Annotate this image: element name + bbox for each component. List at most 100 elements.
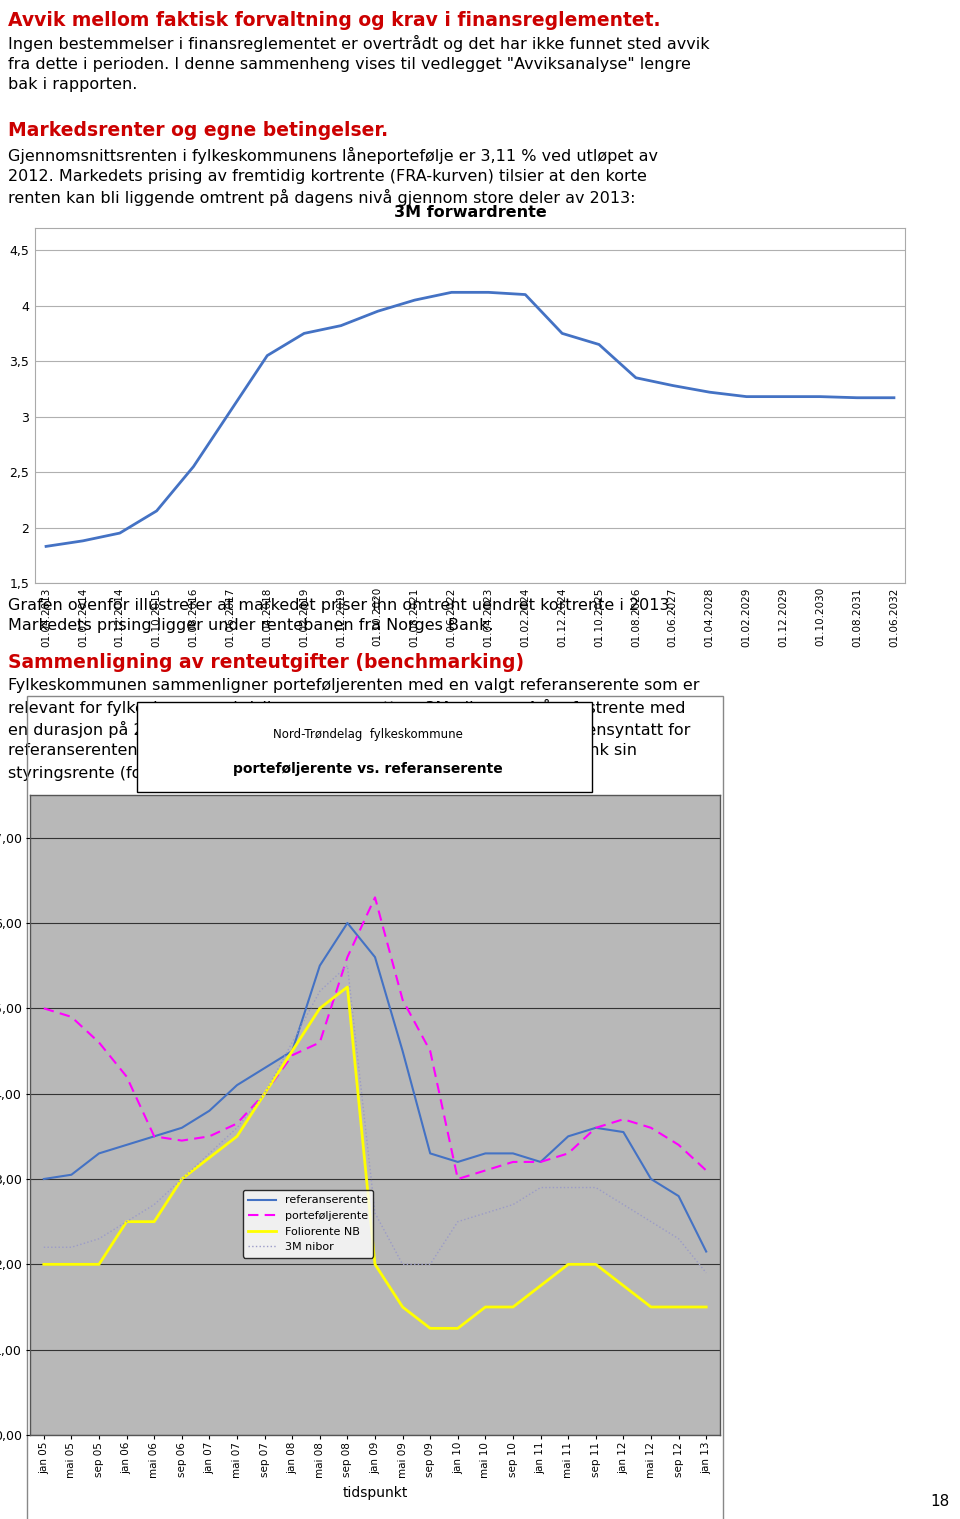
3M nibor (231, 1118, 243, 1136)
referanserente (563, 1127, 574, 1145)
porteføljerente (590, 1118, 602, 1136)
3M nibor (65, 1238, 77, 1256)
Foliorente NB (370, 1255, 381, 1273)
Line: referanserente: referanserente (44, 924, 707, 1252)
referanserente (65, 1165, 77, 1183)
Line: porteføljerente: porteføljerente (44, 898, 707, 1179)
referanserente (424, 1144, 436, 1162)
Foliorente NB (424, 1318, 436, 1337)
3M nibor (396, 1255, 408, 1273)
porteføljerente (370, 889, 381, 907)
Foliorente NB (563, 1255, 574, 1273)
3M nibor (259, 1085, 271, 1103)
porteføljerente (673, 1136, 684, 1154)
porteføljerente (149, 1127, 160, 1145)
Line: Foliorente NB: Foliorente NB (44, 987, 707, 1328)
Foliorente NB (286, 1042, 298, 1060)
3M nibor (93, 1229, 105, 1247)
Text: Fylkeskommunen sammenligner porteføljerenten med en valgt referanserente som er
: Fylkeskommunen sammenligner porteføljere… (8, 677, 700, 781)
3M nibor (701, 1264, 712, 1282)
Text: Nord-Trøndelag  fylkeskommune: Nord-Trøndelag fylkeskommune (274, 728, 463, 741)
Foliorente NB (701, 1297, 712, 1315)
Foliorente NB (590, 1255, 602, 1273)
Text: Grafen ovenfor illustrerer at markedet priser inn omtrent uendret kortrente i 20: Grafen ovenfor illustrerer at markedet p… (8, 598, 675, 633)
Text: Markedsrenter og egne betingelser.: Markedsrenter og egne betingelser. (8, 122, 388, 140)
porteføljerente (121, 1068, 132, 1086)
referanserente (507, 1144, 518, 1162)
3M nibor (149, 1195, 160, 1214)
Line: 3M nibor: 3M nibor (44, 966, 707, 1273)
3M nibor (563, 1179, 574, 1197)
Text: 18: 18 (931, 1493, 950, 1508)
Text: Ingen bestemmelser i finansreglementet er overtrådt og det har ikke funnet sted : Ingen bestemmelser i finansreglementet e… (8, 35, 709, 91)
Foliorente NB (645, 1297, 657, 1315)
porteføljerente (424, 1042, 436, 1060)
Foliorente NB (149, 1212, 160, 1230)
Foliorente NB (176, 1170, 187, 1188)
referanserente (701, 1243, 712, 1261)
3M nibor (673, 1229, 684, 1247)
Foliorente NB (480, 1297, 492, 1315)
referanserente (231, 1075, 243, 1094)
3M nibor (645, 1212, 657, 1230)
porteføljerente (563, 1144, 574, 1162)
porteføljerente (204, 1127, 215, 1145)
porteføljerente (314, 1033, 325, 1051)
porteføljerente (176, 1132, 187, 1150)
referanserente (121, 1136, 132, 1154)
porteføljerente (480, 1162, 492, 1180)
porteføljerente (38, 1000, 50, 1018)
referanserente (314, 957, 325, 975)
Foliorente NB (452, 1318, 464, 1337)
referanserente (480, 1144, 492, 1162)
3M nibor (286, 1033, 298, 1051)
Foliorente NB (673, 1297, 684, 1315)
Foliorente NB (617, 1276, 629, 1294)
porteføljerente (231, 1115, 243, 1133)
Foliorente NB (93, 1255, 105, 1273)
3M nibor (121, 1212, 132, 1230)
porteføljerente (342, 948, 353, 966)
porteføljerente (701, 1162, 712, 1180)
Text: Gjennomsnittsrenten i fylkeskommunens låneportefølje er 3,11 % ved utløpet av
20: Gjennomsnittsrenten i fylkeskommunens lå… (8, 147, 658, 207)
referanserente (645, 1170, 657, 1188)
referanserente (38, 1170, 50, 1188)
referanserente (535, 1153, 546, 1171)
referanserente (149, 1127, 160, 1145)
Foliorente NB (314, 1000, 325, 1018)
referanserente (590, 1118, 602, 1136)
3M nibor (535, 1179, 546, 1197)
porteføljerente (452, 1170, 464, 1188)
Text: porteføljerente vs. referanserente: porteføljerente vs. referanserente (233, 763, 503, 776)
Foliorente NB (507, 1297, 518, 1315)
porteføljerente (507, 1153, 518, 1171)
3M nibor (590, 1179, 602, 1197)
Text: Sammenligning av renteutgifter (benchmarking): Sammenligning av renteutgifter (benchmar… (8, 653, 524, 673)
Foliorente NB (231, 1127, 243, 1145)
3M nibor (480, 1205, 492, 1223)
3M nibor (38, 1238, 50, 1256)
referanserente (93, 1144, 105, 1162)
3M nibor (314, 983, 325, 1001)
Title: 3M forwardrente: 3M forwardrente (394, 205, 546, 220)
3M nibor (176, 1170, 187, 1188)
Foliorente NB (342, 978, 353, 996)
referanserente (370, 948, 381, 966)
porteføljerente (645, 1118, 657, 1136)
referanserente (259, 1059, 271, 1077)
X-axis label: tidspunkt: tidspunkt (343, 1486, 408, 1501)
porteføljerente (259, 1085, 271, 1103)
porteføljerente (535, 1153, 546, 1171)
3M nibor (204, 1144, 215, 1162)
referanserente (342, 914, 353, 933)
porteføljerente (93, 1033, 105, 1051)
referanserente (204, 1101, 215, 1120)
referanserente (452, 1153, 464, 1171)
Foliorente NB (535, 1276, 546, 1294)
referanserente (396, 1042, 408, 1060)
3M nibor (507, 1195, 518, 1214)
Foliorente NB (204, 1148, 215, 1167)
porteføljerente (65, 1007, 77, 1025)
referanserente (286, 1042, 298, 1060)
porteføljerente (396, 990, 408, 1009)
